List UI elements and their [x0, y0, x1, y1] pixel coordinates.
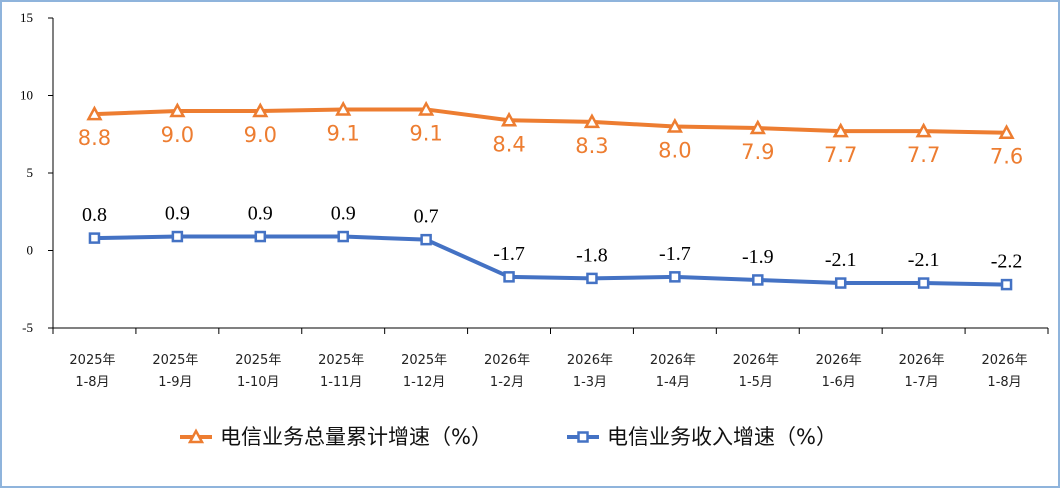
x-tick-label-period: 1-11月 — [320, 375, 363, 390]
data-label: 8.4 — [492, 132, 525, 156]
x-tick-label-period: 1-4月 — [656, 375, 690, 390]
series-point-square — [586, 272, 598, 285]
series-point-square — [254, 230, 267, 243]
series-point-square — [669, 271, 681, 283]
x-tick-label-year: 2026年 — [899, 353, 945, 368]
data-label: 0.9 — [248, 203, 273, 225]
x-tick-label-year: 2026年 — [816, 353, 862, 368]
series-point-triangle — [915, 122, 932, 138]
legend-label: 电信业务收入增速（%） — [607, 425, 837, 449]
x-tick-label-period: 1-12月 — [403, 375, 446, 390]
x-tick-label-year: 2025年 — [152, 353, 198, 368]
data-label: -1.9 — [742, 246, 774, 268]
x-tick-label-year: 2026年 — [981, 353, 1027, 368]
series-point-square — [420, 233, 432, 246]
data-label: 0.7 — [414, 206, 439, 228]
y-tick-label: 0 — [27, 243, 34, 258]
series-point-triangle — [418, 100, 435, 116]
x-tick-label-period: 1-2月 — [490, 375, 524, 390]
series-point-triangle — [583, 113, 601, 129]
series-point-triangle — [335, 100, 352, 116]
x-tick-label-year: 2026年 — [650, 353, 696, 368]
legend-square-icon — [577, 431, 589, 443]
data-label: 0.9 — [331, 203, 356, 225]
series-point-square — [1000, 278, 1013, 291]
series-point-triangle — [86, 105, 103, 121]
data-label: 0.8 — [82, 204, 107, 226]
series-point-triangle — [998, 124, 1015, 139]
data-label: -1.8 — [576, 244, 608, 266]
data-label: 0.9 — [165, 203, 190, 225]
x-tick-label-year: 2025年 — [318, 353, 364, 368]
data-label: -1.7 — [493, 243, 525, 265]
data-label: 8.8 — [78, 126, 111, 150]
data-label: 7.7 — [824, 143, 857, 167]
x-tick-label-year: 2026年 — [567, 353, 613, 368]
series-line-0 — [94, 107, 1007, 135]
series-point-square — [88, 232, 101, 244]
x-tick-label-year: 2026年 — [484, 353, 530, 368]
series-point-triangle — [832, 122, 849, 138]
x-tick-label-period: 1-7月 — [905, 375, 939, 390]
series-point-square — [171, 230, 184, 243]
series-point-square — [752, 274, 764, 286]
data-label: -2.1 — [825, 249, 857, 271]
data-label: 9.0 — [244, 123, 277, 147]
data-label: -2.1 — [908, 249, 940, 271]
x-tick-label-year: 2026年 — [733, 353, 779, 368]
x-tick-label-year: 2025年 — [401, 353, 447, 368]
series-point-triangle — [500, 111, 518, 127]
data-label: 9.0 — [161, 123, 194, 147]
series-point-square — [337, 230, 349, 243]
data-label: -2.2 — [991, 251, 1023, 273]
x-tick-label-period: 1-8月 — [75, 375, 109, 390]
y-tick-label: 10 — [20, 88, 33, 103]
series-point-triangle — [169, 102, 186, 118]
x-tick-label-period: 1-6月 — [822, 375, 856, 390]
data-label: 7.6 — [990, 145, 1023, 169]
data-label: 9.1 — [327, 121, 360, 145]
x-tick-label-period: 1-9月 — [158, 375, 192, 390]
legend-triangle-icon — [187, 428, 205, 444]
series-point-square — [917, 277, 930, 289]
y-tick-label: 15 — [20, 10, 33, 25]
legend-label: 电信业务总量累计增速（%） — [220, 425, 492, 449]
data-label: 8.3 — [575, 134, 608, 158]
series-point-square — [503, 271, 515, 283]
series-point-square — [834, 277, 847, 289]
y-tick-label: -5 — [22, 320, 33, 335]
data-label: -1.7 — [659, 243, 691, 265]
x-tick-label-period: 1-3月 — [573, 375, 607, 390]
series-point-triangle — [666, 117, 683, 133]
data-label: 8.0 — [658, 139, 691, 163]
x-tick-label-year: 2025年 — [69, 353, 115, 368]
x-tick-label-period: 1-5月 — [739, 375, 773, 390]
data-label: 7.9 — [741, 140, 774, 164]
data-label: 9.1 — [409, 121, 442, 145]
x-tick-label-year: 2025年 — [235, 353, 281, 368]
x-tick-label-period: 1-8月 — [987, 375, 1021, 390]
x-tick-label-period: 1-10月 — [237, 375, 280, 390]
series-point-triangle — [252, 102, 269, 118]
data-label: 7.7 — [907, 143, 940, 167]
series-point-triangle — [749, 119, 766, 135]
y-tick-label: 5 — [27, 165, 34, 180]
series-line-1 — [94, 234, 1007, 287]
